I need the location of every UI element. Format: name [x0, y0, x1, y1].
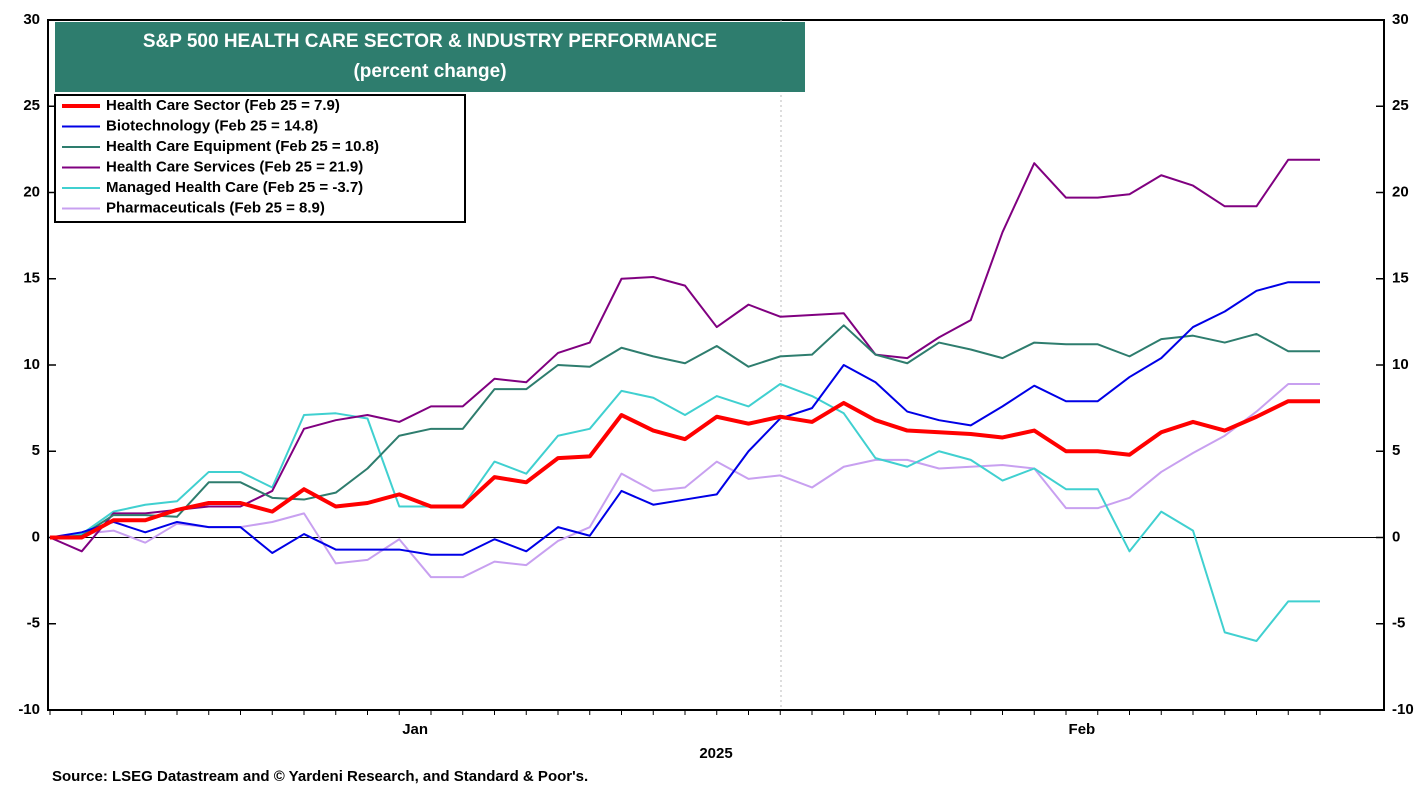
y2-tick-label: 0 — [1392, 528, 1400, 545]
x-tick-label: Feb — [1069, 721, 1096, 738]
y2-tick-label: 25 — [1392, 97, 1409, 114]
y-tick-label: -10 — [18, 701, 40, 718]
series-line — [49, 158, 1320, 553]
grid-layer — [48, 19, 1384, 715]
legend-label: Biotechnology (Feb 25 = 14.8) — [106, 117, 318, 134]
x-tick-label: Jan — [402, 721, 428, 738]
y2-tick-label: 10 — [1392, 356, 1409, 373]
y-tick-label: 10 — [23, 356, 40, 373]
legend-label: Pharmaceuticals (Feb 25 = 8.9) — [106, 199, 325, 216]
y2-tick-label: 5 — [1392, 442, 1400, 459]
y-tick-label: 25 — [23, 97, 40, 114]
y-tick-label: 30 — [23, 11, 40, 28]
series-line — [50, 399, 1320, 540]
source: Source: LSEG Datastream and © Yardeni Re… — [52, 768, 588, 785]
series-line — [49, 324, 1320, 539]
lines-layer — [49, 158, 1320, 642]
legend: Health Care Sector (Feb 25 = 7.9) Biotech… — [62, 97, 379, 216]
y-tick-label: -5 — [27, 615, 40, 632]
y-tick-label: 15 — [23, 270, 40, 287]
series-line — [49, 281, 1320, 556]
legend-label: Health Care Equipment (Feb 25 = 10.8) — [106, 138, 379, 155]
legend-label: Health Care Sector (Feb 25 = 7.9) — [106, 97, 340, 114]
legend-box — [54, 94, 466, 223]
title-box — [55, 22, 805, 92]
series-line — [49, 382, 1320, 579]
y-tick-label: 20 — [23, 183, 40, 200]
legend-label: Managed Health Care (Feb 25 = -3.7) — [106, 179, 363, 196]
y2-tick-label: 15 — [1392, 270, 1409, 287]
chart-title: S&P 500 HEALTH CARE SECTOR & INDUSTRY PE… — [143, 31, 717, 52]
chart-subtitle: (percent change) — [353, 61, 506, 82]
series-line — [49, 382, 1320, 642]
x-axis-label: 2025 — [699, 745, 732, 762]
y2-tick-label: -5 — [1392, 615, 1405, 632]
y2-tick-label: 30 — [1392, 11, 1409, 28]
y2-tick-label: -10 — [1392, 701, 1414, 718]
y2-tick-label: 20 — [1392, 183, 1409, 200]
legend-label: Health Care Services (Feb 25 = 21.9) — [106, 158, 363, 175]
y-tick-label: 0 — [32, 528, 40, 545]
y-tick-label: 5 — [32, 442, 40, 459]
